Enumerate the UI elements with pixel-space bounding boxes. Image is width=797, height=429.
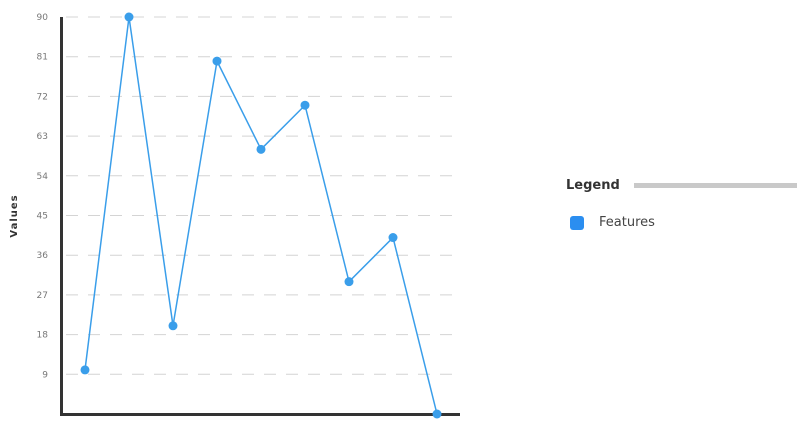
data-point xyxy=(300,100,310,110)
data-point xyxy=(80,365,90,375)
grid-lines xyxy=(66,16,460,375)
legend-title: Legend xyxy=(566,178,620,193)
y-tick-label: 27 xyxy=(37,291,48,301)
legend-header: Legend xyxy=(566,178,797,193)
y-tick-label: 45 xyxy=(37,212,48,222)
y-tick-label: 72 xyxy=(37,92,48,102)
y-tick-label: 18 xyxy=(37,331,49,341)
data-point xyxy=(256,144,266,154)
y-tick-label: 90 xyxy=(37,13,49,23)
legend-item-features[interactable]: Features xyxy=(566,215,797,230)
data-point xyxy=(432,409,442,419)
legend-divider xyxy=(633,183,797,188)
legend-item-label: Features xyxy=(599,215,655,230)
y-tick-label: 54 xyxy=(37,172,49,182)
legend-swatch xyxy=(570,215,584,230)
data-point xyxy=(388,233,398,243)
y-tick-label: 63 xyxy=(37,132,48,142)
data-point xyxy=(344,277,354,287)
y-tick-label: 9 xyxy=(42,370,48,380)
y-tick-labels: 9 18 27 36 45 54 63 72 81 90 xyxy=(37,13,49,380)
series-layer xyxy=(80,12,442,419)
data-point xyxy=(212,56,222,66)
data-point xyxy=(124,12,134,22)
y-tick-label: 36 xyxy=(37,251,49,261)
data-point xyxy=(168,321,178,331)
y-tick-label: 81 xyxy=(37,53,48,63)
y-axis-title: Values xyxy=(9,194,20,237)
legend: Legend Features xyxy=(566,178,797,230)
